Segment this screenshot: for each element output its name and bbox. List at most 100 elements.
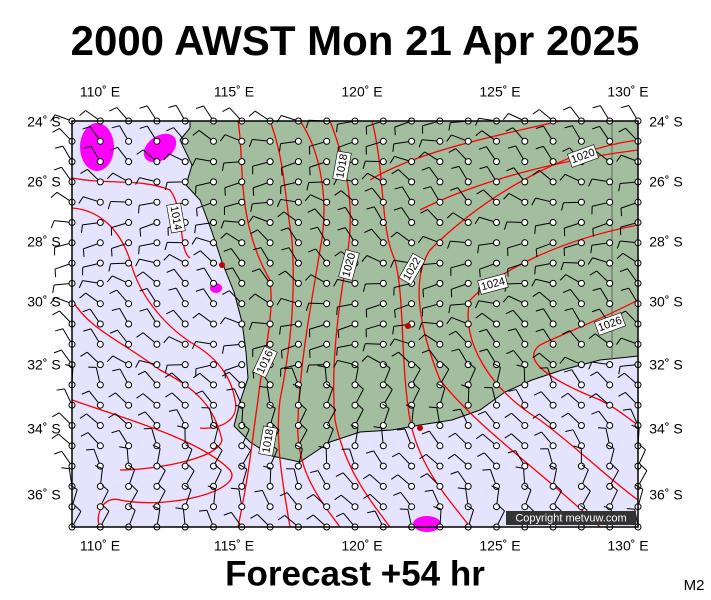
barb-feather [418, 334, 426, 341]
barb-feather [52, 127, 60, 133]
barb-feather [442, 363, 450, 370]
barb-feather [482, 468, 491, 471]
barb-station [125, 320, 133, 328]
barb-feather [281, 247, 290, 251]
isobar-label: 1024 [477, 273, 509, 295]
barb-feather [417, 236, 424, 244]
barb [484, 387, 500, 409]
barb-feather [50, 297, 56, 305]
barb-feather [175, 507, 184, 510]
barb [532, 169, 557, 186]
barb-feather [248, 322, 253, 330]
barb-feather [361, 355, 368, 362]
barb-feather [191, 158, 197, 167]
barb-station [379, 178, 387, 186]
barb [507, 145, 529, 166]
barb-feather [420, 208, 428, 214]
barb [78, 279, 104, 289]
barb-feather [102, 505, 110, 512]
barb-station [464, 219, 472, 226]
barb [428, 406, 444, 429]
barb-feather [616, 154, 622, 162]
barb-feather [564, 307, 573, 311]
barb-station [266, 158, 274, 166]
barb-feather [507, 328, 516, 332]
barb-station [294, 320, 302, 328]
barb-station [294, 300, 302, 308]
barb [420, 259, 444, 273]
barb-feather [336, 307, 338, 316]
barb [418, 320, 444, 330]
barb-station [210, 340, 217, 348]
barb-feather [639, 444, 646, 451]
barb-station [210, 503, 217, 511]
barb [166, 127, 189, 145]
barb-station [493, 158, 500, 166]
barb-feather [334, 251, 342, 257]
barb-station [436, 320, 444, 328]
barb-station [521, 361, 529, 369]
barb-station [408, 503, 416, 511]
barb-feather [562, 106, 571, 111]
barb-feather [532, 109, 540, 115]
barb-station [379, 401, 387, 409]
barb [365, 320, 387, 338]
barb [139, 308, 161, 328]
barb-station [379, 462, 387, 470]
barb [109, 329, 133, 348]
barb-station [210, 300, 217, 308]
barb-feather [304, 194, 311, 202]
barb-station [493, 198, 500, 206]
barb-feather [242, 423, 250, 430]
barb [294, 403, 307, 429]
barb [280, 158, 302, 176]
barb [391, 351, 416, 369]
barb [250, 229, 274, 247]
barb [135, 258, 161, 267]
barb [138, 198, 161, 214]
barb-station [493, 178, 500, 186]
barb-feather [392, 143, 395, 152]
barb-station [408, 137, 416, 145]
barb-station [153, 462, 161, 470]
barb-feather [591, 308, 600, 313]
barb-feather [555, 505, 562, 512]
barb-feather [421, 430, 430, 435]
barb-station [577, 178, 585, 186]
barb-station [96, 503, 104, 511]
barb [164, 239, 189, 251]
barb-feather [52, 412, 60, 418]
barb-feather [448, 305, 451, 314]
barb-feather [357, 403, 364, 410]
barb-station [606, 198, 614, 206]
barb-feather [188, 464, 195, 472]
barb [564, 307, 585, 328]
barb [220, 219, 246, 229]
barb-station [323, 158, 331, 166]
barb [505, 309, 529, 328]
barb-feather [365, 450, 374, 454]
barb-feather [564, 125, 573, 129]
barb-station [96, 340, 104, 348]
barb-feather [112, 368, 121, 372]
barb [591, 198, 614, 215]
barb [506, 350, 529, 369]
barb-station [493, 340, 500, 348]
barb-station [266, 239, 274, 247]
barb [80, 219, 104, 233]
barb-feather [419, 453, 427, 460]
barb-station [408, 462, 416, 470]
barb [535, 328, 557, 348]
barb [561, 198, 585, 211]
barb-feather [78, 280, 83, 289]
barb-station [125, 503, 133, 511]
barb [139, 219, 161, 237]
barb-feather [622, 408, 631, 411]
barb [422, 300, 444, 317]
barb-feather [219, 317, 226, 325]
barb-feather [131, 485, 138, 492]
barb [361, 355, 387, 369]
barb [361, 172, 387, 186]
barb-feather [196, 267, 205, 271]
y-label-right: 26˚ S [649, 174, 682, 190]
